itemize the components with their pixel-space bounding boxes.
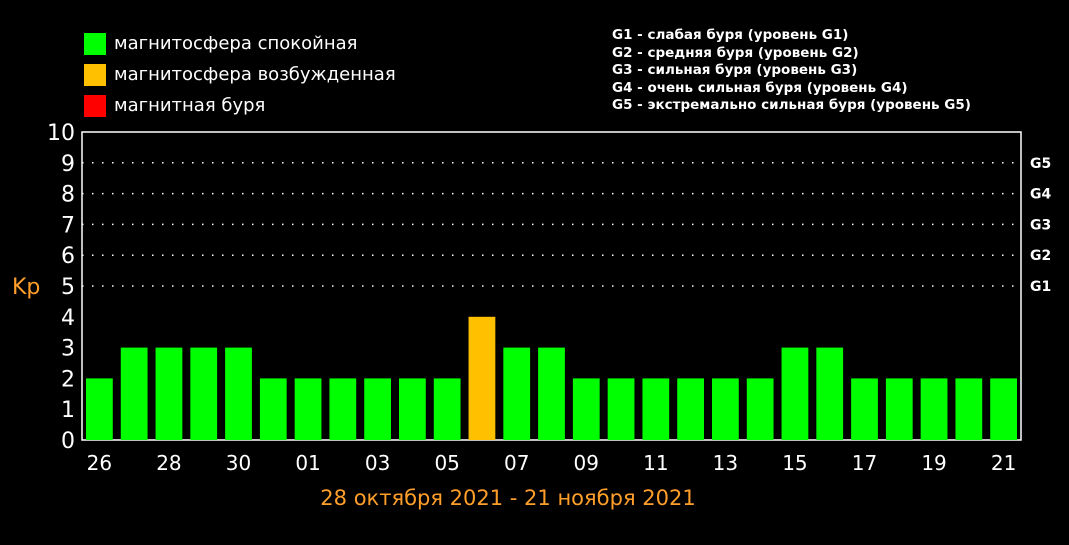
bar	[329, 378, 357, 440]
bar	[746, 378, 774, 440]
bar	[433, 378, 461, 440]
storm-swatch	[84, 94, 106, 117]
y-tick-label: 8	[61, 183, 75, 208]
bar	[816, 347, 844, 440]
legend-label-storm: магнитная буря	[114, 95, 266, 116]
y-tick-label: 9	[61, 152, 75, 177]
bar	[190, 347, 218, 440]
legend: магнитосфера спокойная магнитосфера возб…	[84, 28, 396, 121]
y-tick-label: 7	[61, 213, 75, 238]
x-axis-label: 28 октября 2021 - 21 ноября 2021	[320, 486, 695, 510]
y-tick-label: 2	[61, 367, 75, 392]
y-tick-label: 5	[61, 275, 75, 300]
bar	[294, 378, 322, 440]
bar	[399, 378, 426, 440]
x-tick-label: 01	[295, 451, 320, 475]
storm-tick-g4: G4	[1030, 187, 1051, 203]
bar	[781, 347, 809, 440]
bar	[364, 378, 391, 440]
y-tick-label: 4	[61, 306, 75, 331]
legend-item-excited: магнитосфера возбужденная	[84, 59, 396, 90]
excited-swatch	[84, 63, 106, 86]
y-tick-label: 10	[47, 121, 75, 146]
x-tick-label: 28	[156, 451, 181, 475]
bar	[920, 378, 948, 440]
storm-legend-g1: G1 - слабая буря (уровень G1)	[612, 27, 849, 43]
x-tick-label: 21	[991, 451, 1016, 475]
x-tick-label: 26	[87, 451, 112, 475]
bar	[86, 378, 113, 440]
y-tick-label: 1	[61, 398, 75, 423]
bar	[677, 378, 704, 440]
storm-level-legend: G1 - слабая буря (уровень G1) G2 - средн…	[612, 27, 971, 115]
y-axis-label: Kp	[12, 275, 40, 300]
x-tick-label: 19	[921, 451, 946, 475]
x-tick-label: 09	[574, 451, 599, 475]
storm-legend-g3: G3 - сильная буря (уровень G3)	[612, 62, 858, 78]
bar	[642, 378, 670, 440]
bar	[259, 378, 287, 440]
storm-legend-g4: G4 - очень сильная буря (уровень G4)	[612, 79, 908, 96]
x-tick-label: 03	[365, 451, 390, 475]
bar	[225, 347, 252, 440]
x-tick-label: 13	[713, 451, 738, 475]
x-tick-label: 17	[852, 451, 877, 475]
bar	[607, 378, 635, 440]
bar	[120, 347, 148, 440]
storm-legend-g5: G5 - экстремально сильная буря (уровень …	[612, 97, 971, 113]
x-tick-label: 30	[226, 451, 251, 475]
x-tick-label: 15	[782, 451, 807, 475]
storm-tick-g2: G2	[1030, 248, 1051, 264]
bar	[572, 378, 600, 440]
storm-tick-g3: G3	[1030, 217, 1051, 233]
y-tick-label: 0	[61, 429, 75, 454]
x-tick-label: 05	[434, 451, 459, 475]
y-tick-label: 6	[61, 244, 75, 269]
storm-tick-g5: G5	[1030, 156, 1051, 172]
storm-tick-g1: G1	[1030, 279, 1051, 295]
legend-item-quiet: магнитосфера спокойная	[84, 28, 396, 59]
x-tick-label: 07	[504, 451, 529, 475]
bar	[851, 378, 878, 440]
bar	[155, 347, 183, 440]
bar	[712, 378, 739, 440]
legend-label-excited: магнитосфера возбужденная	[114, 64, 396, 85]
bar	[885, 378, 913, 440]
bar	[538, 347, 565, 440]
storm-legend-g2: G2 - средняя буря (уровень G2)	[612, 44, 859, 61]
bar	[503, 347, 531, 440]
quiet-swatch	[84, 32, 106, 55]
legend-item-storm: магнитная буря	[84, 90, 396, 121]
bar	[468, 316, 496, 440]
y-tick-label: 3	[61, 337, 75, 362]
legend-label-quiet: магнитосфера спокойная	[114, 33, 358, 54]
bar	[990, 378, 1017, 440]
bar	[955, 378, 983, 440]
x-tick-label: 11	[643, 451, 668, 475]
